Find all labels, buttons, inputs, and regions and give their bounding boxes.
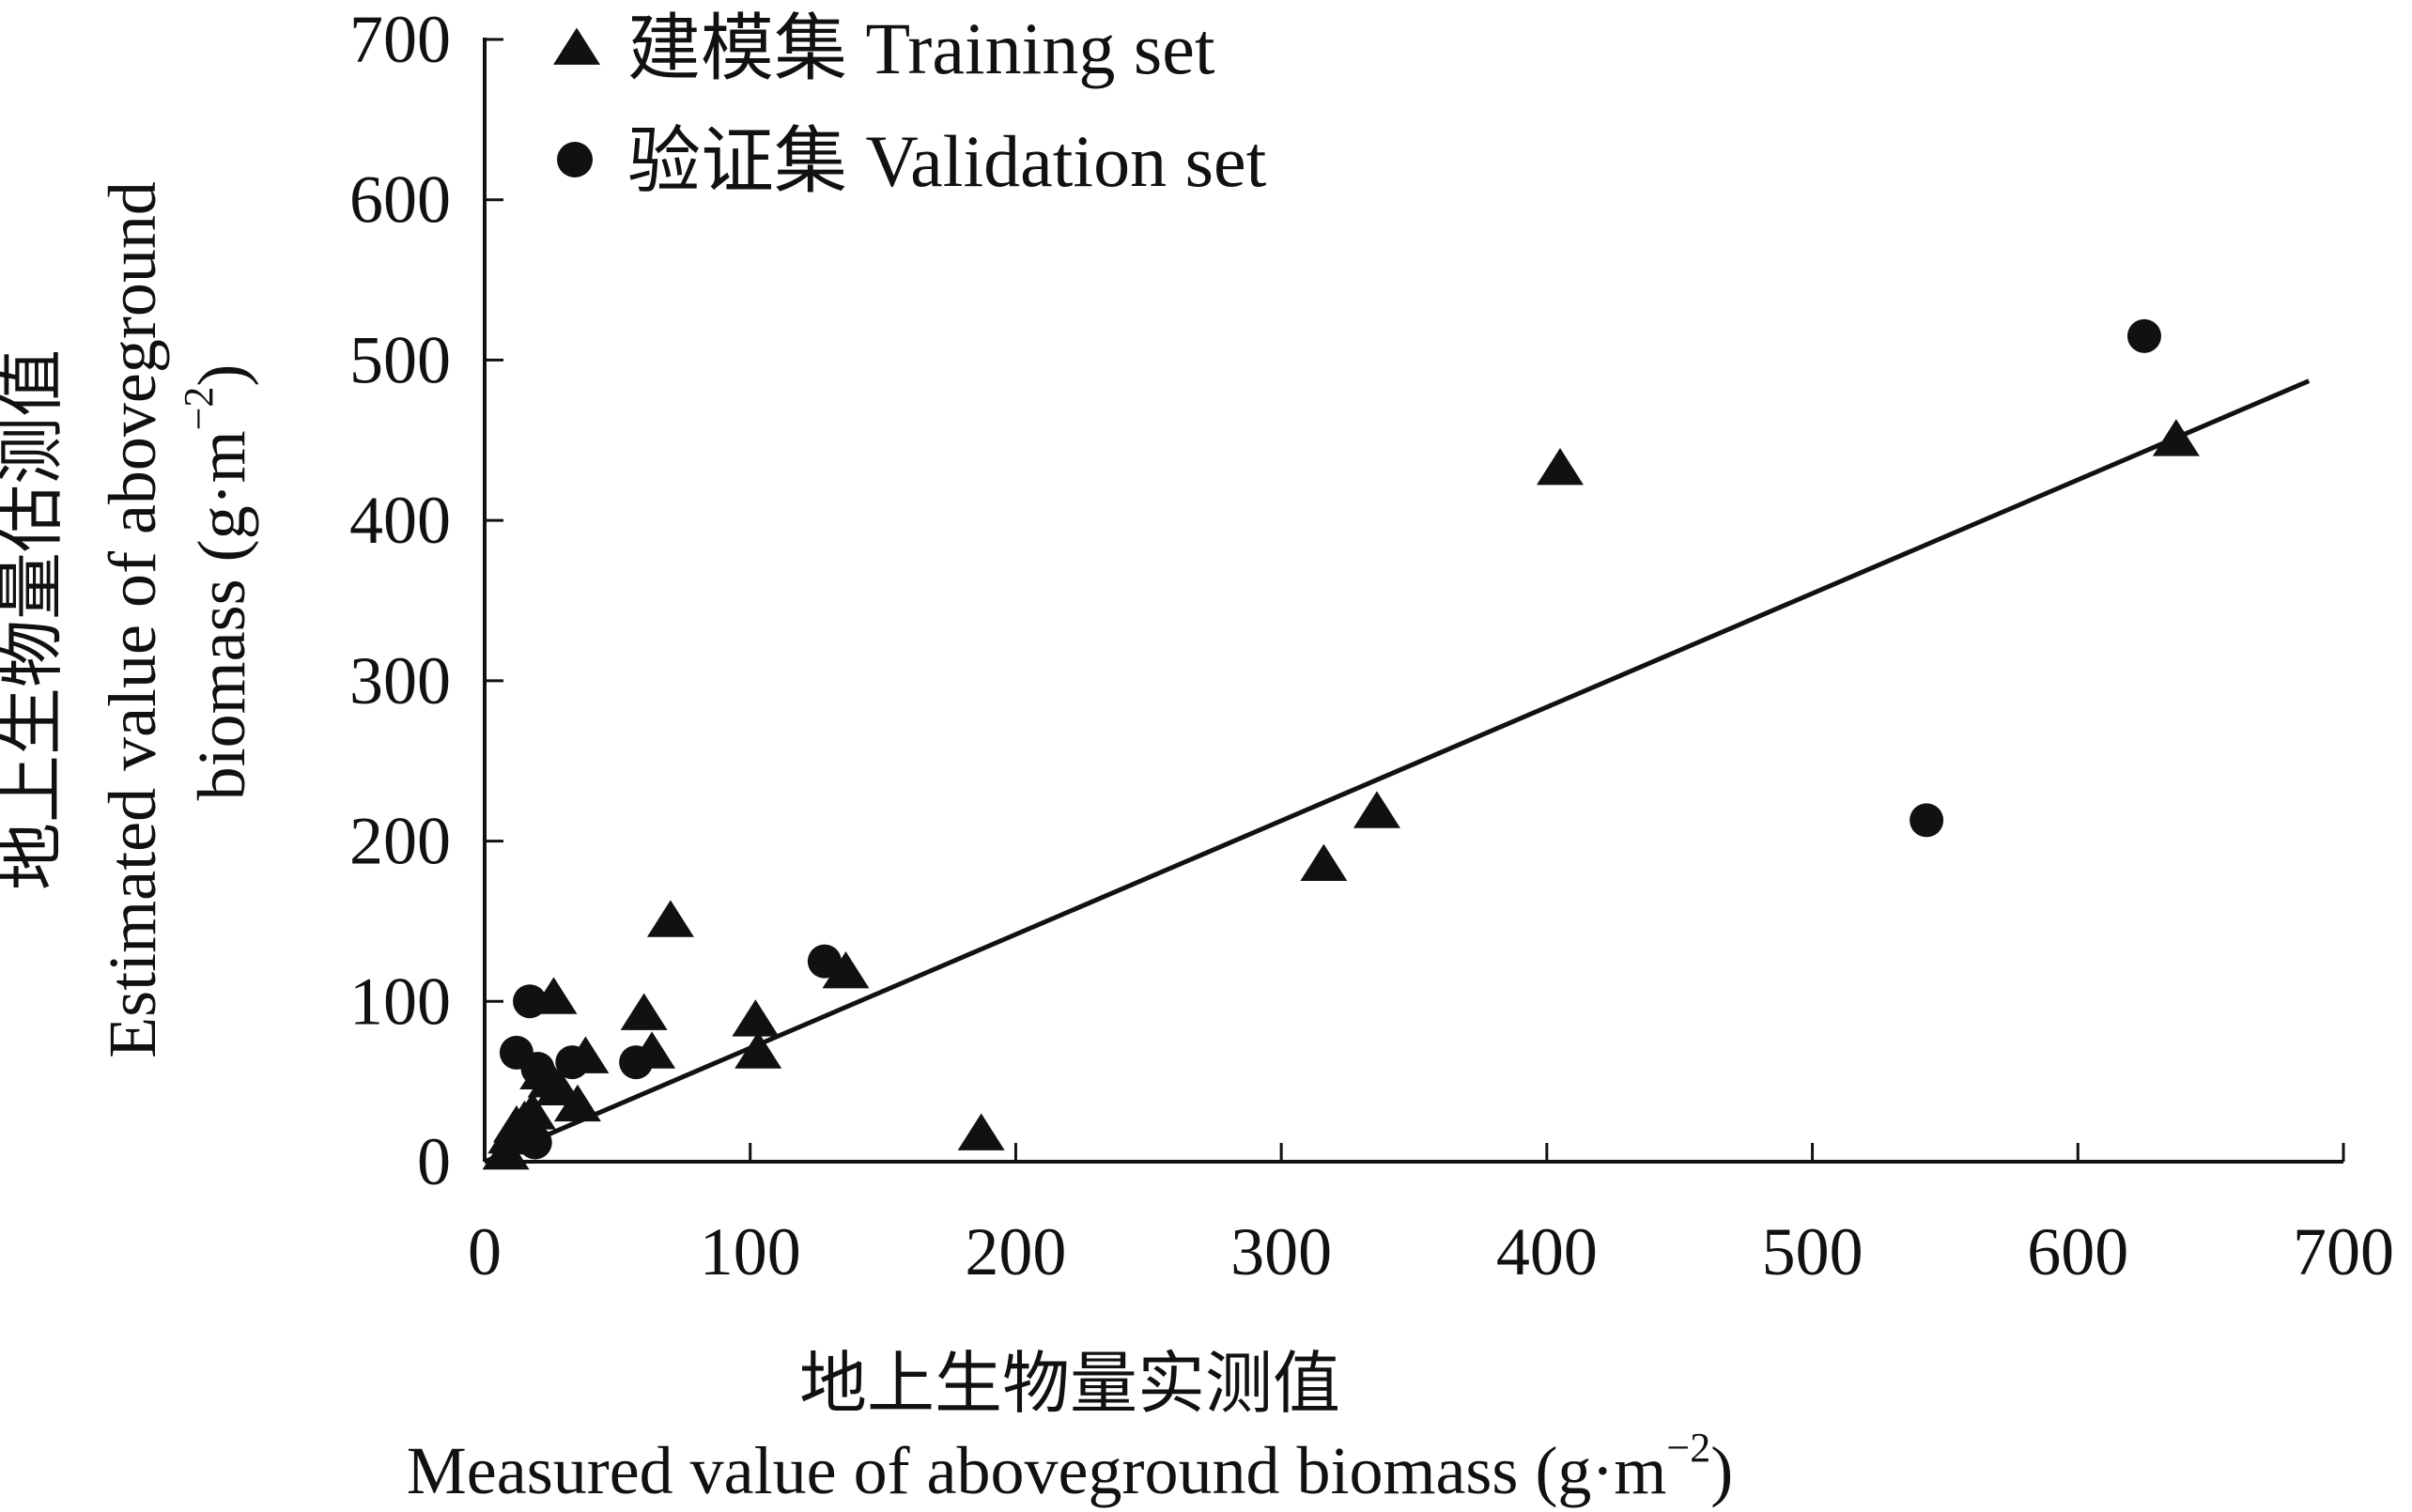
y-axis-label-cn: 地上生物量估测值 [0, 349, 70, 890]
y-tick-label: 600 [349, 162, 451, 238]
y-axis-label-en-line2-suffix: ) [184, 364, 259, 387]
x-axis-label-en: Measured value of aboveground biomass (g… [407, 1425, 1733, 1508]
training-point [957, 1113, 1005, 1150]
x-axis-label-cn: 地上生物量实测值 [799, 1347, 1340, 1422]
x-axis-label-en-exp: −2 [1666, 1425, 1710, 1471]
validation-point [555, 1045, 590, 1080]
y-axis-title: 地上生物量估测值 Estimated value of aboveground … [0, 181, 259, 1058]
y-axis-label-en-line2-prefix: biomass (g·m [184, 430, 259, 800]
training-point [734, 1031, 782, 1069]
validation-point [807, 944, 842, 979]
y-axis-label-en-line1: Estimated value of aboveground [95, 181, 170, 1058]
y-tick-label: 300 [349, 643, 451, 718]
legend-circle-marker [557, 142, 593, 177]
tick-labels: 0 100 200 300 400 500 600 700 0 100 200 300 400 500 60… [349, 2, 2394, 1289]
x-tick-label: 600 [2027, 1214, 2128, 1289]
training-point [620, 993, 668, 1030]
training-point [1300, 843, 1348, 882]
legend-label-validation: 验证集 Validation set [627, 120, 1267, 202]
validation-point [619, 1045, 654, 1080]
y-tick-label: 200 [349, 804, 451, 879]
x-tick-label: 0 [468, 1214, 502, 1289]
validation-point [1910, 803, 1944, 838]
training-point [553, 1084, 601, 1122]
training-point [2152, 419, 2200, 456]
validation-point [513, 984, 548, 1019]
y-axis-label-en-line2-exp: −2 [176, 387, 222, 431]
legend-triangle-marker [553, 27, 600, 65]
validation-point [520, 1051, 555, 1086]
x-tick-label: 200 [965, 1214, 1066, 1289]
training-point [1353, 791, 1400, 828]
axes [483, 38, 2343, 1164]
training-point [822, 951, 870, 989]
x-tick-label: 400 [1496, 1214, 1598, 1289]
validation-point [2126, 318, 2161, 353]
x-tick-label: 100 [700, 1214, 801, 1289]
y-tick-label: 0 [417, 1124, 451, 1199]
y-axis-label-en-line2: biomass (g·m−2) [176, 364, 259, 801]
x-tick-label: 500 [1762, 1214, 1863, 1289]
regression-line [484, 378, 2311, 1165]
data-points [482, 318, 2200, 1170]
validation-point [518, 1125, 552, 1160]
training-point [1536, 448, 1584, 486]
training-point [508, 1092, 556, 1130]
fit-line [484, 378, 2311, 1165]
x-axis-title: 地上生物量实测值 Measured value of aboveground b… [407, 1347, 1733, 1508]
x-tick-label: 700 [2293, 1214, 2394, 1289]
x-axis-label-en-suffix: ) [1710, 1433, 1733, 1508]
y-tick-label: 100 [349, 964, 451, 1039]
x-axis-label-en-prefix: Measured value of aboveground biomass (g… [407, 1433, 1667, 1508]
legend-label-training: 建模集 Training set [627, 8, 1215, 89]
y-tick-label: 400 [349, 483, 451, 558]
training-point [732, 999, 780, 1037]
tick-marks [483, 38, 2345, 1164]
training-point [646, 900, 694, 937]
legend: 建模集 Training set 验证集 Validation set [553, 8, 1267, 202]
y-tick-label: 500 [349, 322, 451, 397]
x-tick-label: 300 [1230, 1214, 1332, 1289]
y-tick-label: 700 [349, 2, 451, 77]
